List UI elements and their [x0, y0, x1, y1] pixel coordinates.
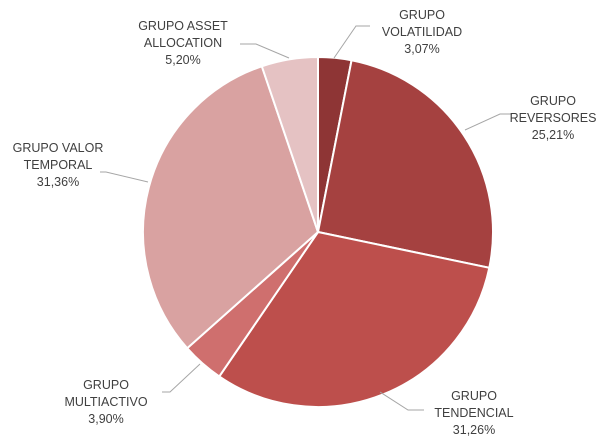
leader-lines: [100, 25, 512, 411]
slice-name-line: TENDENCIAL: [434, 406, 513, 420]
leader-line-5: [240, 43, 290, 59]
leader-line-0: [333, 25, 370, 59]
slice-label-4: GRUPO VALOR TEMPORAL 31,36%: [13, 141, 104, 189]
slice-value-label: 25,21%: [532, 128, 574, 142]
slice-name-line: GRUPO VALOR: [13, 141, 104, 155]
slice-name-line: TEMPORAL: [24, 158, 93, 172]
slice-name-line: GRUPO: [399, 8, 445, 22]
slice-name-line: GRUPO: [83, 378, 129, 392]
slice-label-1: GRUPO REVERSORES 25,21%: [510, 94, 597, 142]
leader-line-1: [464, 113, 512, 131]
slice-name-line: GRUPO: [451, 389, 497, 403]
slice-value-label: 5,20%: [165, 53, 200, 67]
leader-line-4: [100, 171, 149, 183]
slice-label-2: GRUPO TENDENCIAL 31,26%: [434, 389, 513, 437]
slice-label-3: GRUPO MULTIACTIVO 3,90%: [64, 378, 147, 426]
slice-name-line: MULTIACTIVO: [64, 395, 147, 409]
slice-value-label: 3,07%: [404, 42, 439, 56]
slice-name-line: ALLOCATION: [144, 36, 222, 50]
pie-slice-4: [142, 64, 320, 350]
slice-labels: GRUPO VOLATILIDAD 3,07% GRUPO REVERSORES 25,2…: [13, 8, 597, 437]
slice-value-label: 31,26%: [453, 423, 495, 437]
slice-value-label: 3,90%: [88, 412, 123, 426]
slice-name-line: GRUPO: [530, 94, 576, 108]
leader-line-3: [162, 363, 201, 393]
slice-value-label: 31,36%: [37, 175, 79, 189]
slice-label-0: GRUPO VOLATILIDAD 3,07%: [382, 8, 462, 56]
slice-name-line: REVERSORES: [510, 111, 597, 125]
slice-label-5: GRUPO ASSET ALLOCATION 5,20%: [138, 19, 228, 67]
slice-name-line: VOLATILIDAD: [382, 25, 462, 39]
leader-line-2: [379, 391, 424, 411]
pie-slices: [142, 55, 494, 408]
slice-name-line: GRUPO ASSET: [138, 19, 228, 33]
pie-slice-1: [316, 59, 494, 269]
pie-slice-5: [260, 55, 319, 233]
